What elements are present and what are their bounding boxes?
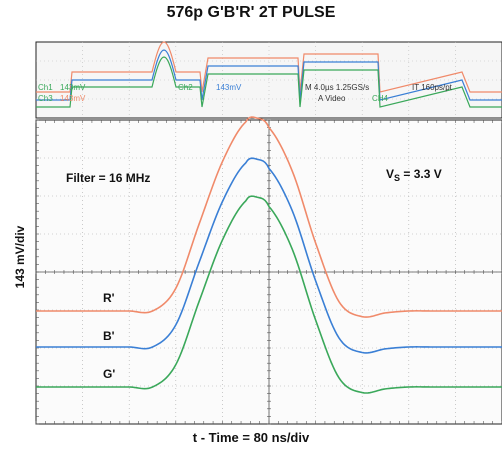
- overview-panel: Ch1 143mV Ch3 143mV Ch2 143mV M 4.0µs 1.25GS/s…: [35, 41, 502, 119]
- series-line-1: [36, 116, 502, 318]
- overview-ch3-label: Ch3: [38, 94, 53, 103]
- chart-title: 576p G'B'R' 2T PULSE: [166, 4, 336, 21]
- overview-timebase: M 4.0µs 1.25GS/s: [305, 83, 369, 92]
- overview-ch3-value: 143mV: [60, 94, 86, 103]
- series-label: G': [103, 367, 115, 381]
- overview-trace-b: [36, 49, 502, 101]
- vs-annotation: VS = 3.3 V: [386, 167, 442, 183]
- series-line-2: [36, 157, 502, 354]
- overview-ch4-label: CH4: [372, 94, 389, 103]
- overview-ch2-value: 143mV: [216, 83, 242, 92]
- overview-trigger: A Video: [318, 94, 346, 103]
- overview-trace-g: [36, 56, 502, 108]
- series-line-3: [36, 195, 502, 394]
- series-label: R': [103, 291, 115, 305]
- overview-ch1-value: 143mV: [60, 83, 86, 92]
- x-axis-label: t - Time = 80 ns/div: [192, 430, 310, 445]
- overview-trace-r: [36, 41, 502, 93]
- series-label: B': [103, 329, 115, 343]
- y-axis-label: 143 mV/div: [13, 225, 27, 289]
- main-plot: R' B' G' Filter = 16 MHz VS = 3.3 V: [35, 116, 502, 425]
- overview-ch1-label: Ch1: [38, 83, 53, 92]
- overview-ch2-label: Ch2: [178, 83, 193, 92]
- overview-ip: IT 160ps/pt: [412, 83, 453, 92]
- filter-annotation: Filter = 16 MHz: [66, 171, 150, 185]
